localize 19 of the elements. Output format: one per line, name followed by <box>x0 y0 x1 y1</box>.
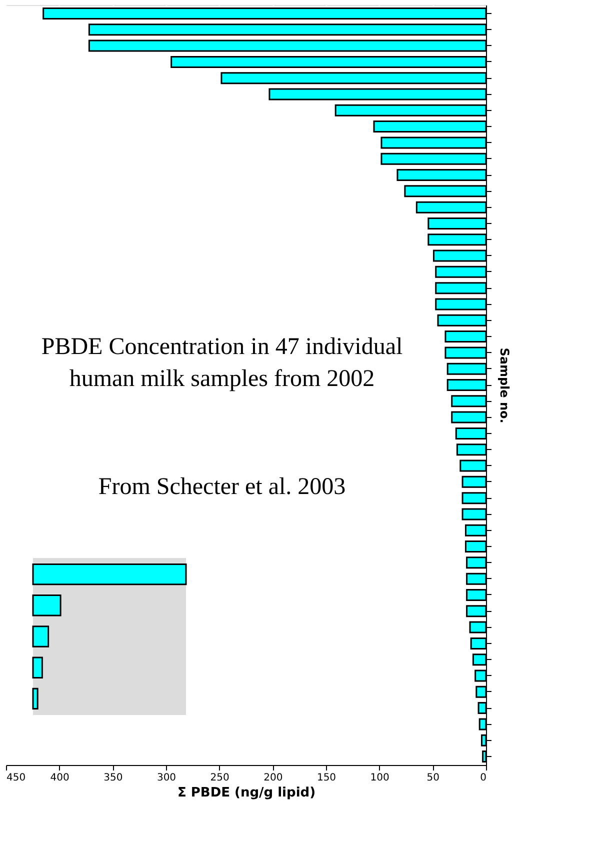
x-axis-title: Σ PBDE (ng/g lipid) <box>177 786 316 800</box>
bar <box>32 688 38 710</box>
x-tick-label: 400 <box>50 772 70 784</box>
bar <box>32 563 187 586</box>
y-axis-title: Sample no. <box>498 348 512 424</box>
x-tick-label: 0 <box>480 772 486 784</box>
x-tick-label: 100 <box>370 772 390 784</box>
x-tick-label: 350 <box>104 772 123 784</box>
annotation: PBDE Concentration in 47 individual human milk samples from 2002 <box>41 334 403 392</box>
bar <box>32 594 62 616</box>
bar <box>32 626 50 648</box>
x-tick-label: 200 <box>264 772 283 784</box>
x-tick-label: 50 <box>426 772 440 784</box>
annotation: From Schecter et al. 2003 <box>98 474 346 500</box>
x-tick-label: 150 <box>316 772 336 784</box>
x-tick-label: 300 <box>156 772 176 784</box>
x-tick-label: 450 <box>6 772 26 784</box>
bar <box>32 656 43 678</box>
x-tick-label: 250 <box>210 772 230 784</box>
